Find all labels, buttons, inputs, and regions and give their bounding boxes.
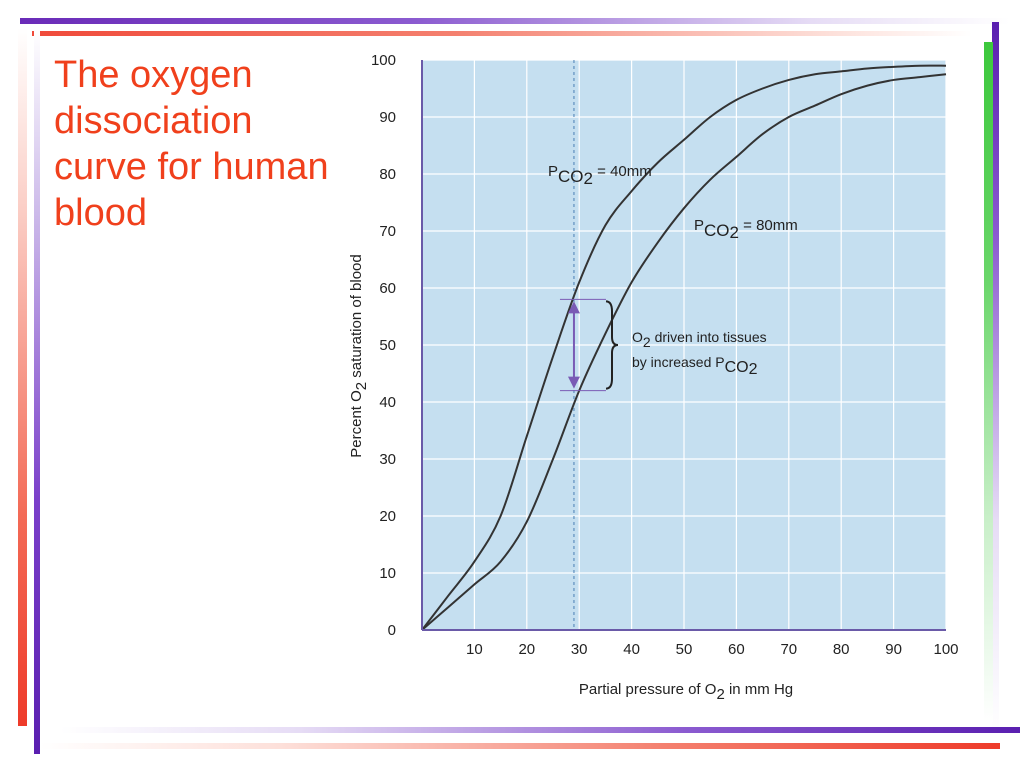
series-line-0 <box>421 64 947 631</box>
y-tick-label-100: 100 <box>371 52 396 69</box>
x-tick-label-70: 70 <box>780 641 797 658</box>
y-axis-label-sub: 2 <box>353 382 370 390</box>
annotation-layer <box>559 298 619 392</box>
annotation-brace <box>605 300 619 390</box>
annotation-text-line1: O2 driven into tissues <box>632 329 767 350</box>
series-layer <box>421 64 947 631</box>
y-tick-label-0: 0 <box>388 622 396 639</box>
y-tick-label-70: 70 <box>379 223 396 240</box>
series-label-pco2-40: PCO2 = 40mm <box>548 163 652 188</box>
x-tick-label-30: 30 <box>571 641 588 658</box>
x-axis-label-suffix: in mm Hg <box>725 681 793 698</box>
x-tick-label-10: 10 <box>466 641 483 658</box>
decorative-bar-top-purple <box>20 18 1010 24</box>
x-tick-label-80: 80 <box>833 641 850 658</box>
decorative-bar-bottom-red <box>40 743 1000 749</box>
decorative-bar-left-purple <box>34 30 40 754</box>
y-tick-label-80: 80 <box>379 166 396 183</box>
y-tick-label-10: 10 <box>379 565 396 582</box>
x-tick-label-20: 20 <box>518 641 535 658</box>
slide-title: The oxygen dissociation curve for human … <box>54 54 329 234</box>
x-tick-label-100: 100 <box>933 641 958 658</box>
x-tick-label-60: 60 <box>728 641 745 658</box>
annotation-arrow-head-down <box>567 376 580 389</box>
y-axis-label-prefix: Percent O <box>348 390 365 458</box>
y-tick-label-30: 30 <box>379 451 396 468</box>
y-tick-label-60: 60 <box>379 280 396 297</box>
series-label-pco2-80: PCO2 = 80mm <box>694 217 798 242</box>
axes <box>421 60 946 631</box>
x-tick-label-90: 90 <box>885 641 902 658</box>
x-tick-label-40: 40 <box>623 641 640 658</box>
decorative-bar-right-green <box>984 42 993 722</box>
y-tick-label-50: 50 <box>379 337 396 354</box>
x-tick-label-50: 50 <box>676 641 693 658</box>
decorative-bar-left-red <box>18 28 27 726</box>
series-line-1 <box>421 73 947 631</box>
y-tick-label-90: 90 <box>379 109 396 126</box>
decorative-bar-right-purple <box>992 22 999 734</box>
annotation-text-line2: by increased PCO2 <box>632 354 758 378</box>
oxygen-dissociation-chart: 10 20 30 40 50 60 70 80 90 100 0 10 20 30 40 50 60 70 80 90… <box>348 52 959 703</box>
decorative-bar-bottom-purple <box>60 727 1020 733</box>
tick-labels: 10 20 30 40 50 60 70 80 90 100 0 10 20 30 40 50 60 70 80 90… <box>371 52 959 658</box>
y-tick-label-20: 20 <box>379 508 396 525</box>
x-axis-label-sub: 2 <box>716 686 724 703</box>
y-axis-label-suffix: saturation of blood <box>348 254 365 382</box>
x-axis-label: Partial pressure of O2 in mm Hg <box>579 681 793 703</box>
x-axis-label-base: Partial pressure of O <box>579 681 717 698</box>
annotation-arrow-head-up <box>567 301 580 314</box>
decorative-bar-top-red <box>32 31 972 36</box>
y-axis-label: Percent O2 saturation of blood <box>348 254 370 457</box>
y-tick-label-40: 40 <box>379 394 396 411</box>
